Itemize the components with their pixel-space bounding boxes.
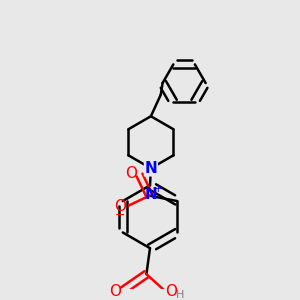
Text: N: N bbox=[145, 161, 157, 176]
Text: +: + bbox=[154, 184, 162, 194]
Text: O: O bbox=[125, 166, 137, 181]
Text: O: O bbox=[165, 284, 177, 299]
Text: −: − bbox=[115, 209, 125, 222]
Text: N: N bbox=[144, 187, 157, 202]
Text: O: O bbox=[114, 199, 126, 214]
Text: H: H bbox=[176, 290, 184, 300]
Text: O: O bbox=[109, 284, 121, 299]
